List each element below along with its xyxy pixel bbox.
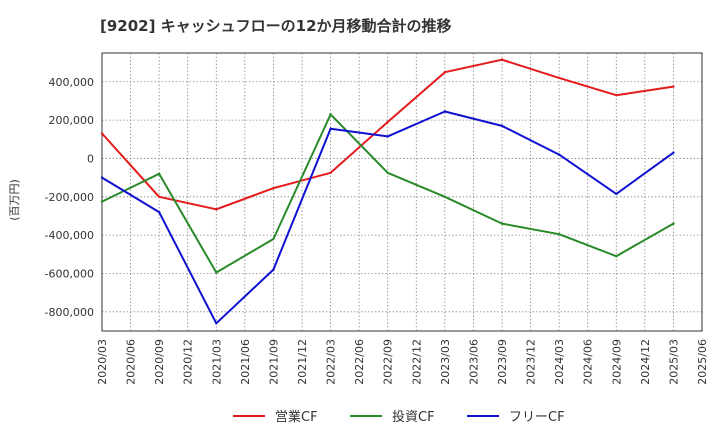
data-point [272,237,275,241]
axis-layer: -800,000 -600,000 -400,000 -200,000 0 200,000… [45,52,709,385]
data-point [672,85,675,88]
x-tick-label: 2021/12 [296,339,309,385]
legend-label: 営業CF [275,409,318,425]
legend-label: フリーCF [509,410,565,425]
data-point [443,70,447,74]
x-tick-label: 2025/03 [667,339,680,385]
x-tick-label: 2025/06 [696,339,709,385]
x-tick-label: 2021/09 [267,339,280,385]
data-point [157,172,161,175]
data-point [215,322,218,325]
data-point [500,222,504,225]
y-tick-label: 200,000 [49,114,95,127]
data-point [557,153,561,156]
grid-layer [101,53,703,331]
x-tick-label: 2023/06 [467,339,480,385]
data-point [443,110,447,113]
data-point [272,186,275,190]
y-axis-label: (百万円) [8,179,21,221]
series-layer [100,58,675,325]
data-point [329,171,332,175]
x-tick-label: 2021/03 [210,339,223,385]
x-tick-label: 2020/12 [182,339,195,385]
x-tick-label: 2022/03 [325,339,338,385]
x-tick-label: 2023/09 [496,339,509,385]
y-tick-label: -800,000 [45,306,94,319]
data-point [615,93,618,97]
data-point [557,232,561,236]
data-point [615,192,618,196]
x-tick-label: 2023/12 [525,339,538,385]
x-tick-label: 2022/12 [410,339,423,385]
chart-title: [9202] キャッシュフローの12か月移動合計の推移 [100,17,452,35]
x-tick-label: 2022/06 [353,339,366,385]
data-point [557,76,561,80]
data-point [215,208,218,211]
data-point [672,222,675,225]
x-tick-label: 2022/09 [382,339,395,385]
data-point [386,120,389,124]
x-tick-label: 2020/03 [96,339,109,385]
data-point [443,195,447,198]
data-point [500,58,504,61]
y-tick-label: 400,000 [49,76,95,89]
y-tick-label: -400,000 [45,229,94,242]
x-tick-label: 2024/03 [553,339,566,385]
data-point [100,200,104,203]
data-point [272,268,275,271]
x-tick-label: 2020/09 [153,339,166,385]
data-point [157,210,161,214]
y-tick-label: -200,000 [45,191,94,204]
data-point [100,176,104,179]
y-tick-label: -600,000 [45,267,94,280]
data-point [615,255,618,258]
legend: 営業CF 投資CF フリーCF [233,409,565,425]
data-point [386,135,389,138]
data-point [672,151,675,154]
x-tick-label: 2024/06 [582,339,595,385]
data-point [100,132,104,135]
data-point [386,171,389,175]
data-point [500,124,504,128]
data-point [329,127,332,130]
x-tick-label: 2023/03 [439,339,452,385]
x-tick-label: 2020/06 [125,339,138,385]
legend-label: 投資CF [392,409,435,425]
plot-frame [101,52,703,332]
data-point [215,271,218,274]
data-point [329,113,332,116]
data-point [157,195,161,198]
x-tick-label: 2021/06 [239,339,252,385]
y-tick-label: 0 [87,152,94,165]
x-tick-label: 2024/09 [610,339,623,385]
x-tick-label: 2024/12 [639,339,652,385]
